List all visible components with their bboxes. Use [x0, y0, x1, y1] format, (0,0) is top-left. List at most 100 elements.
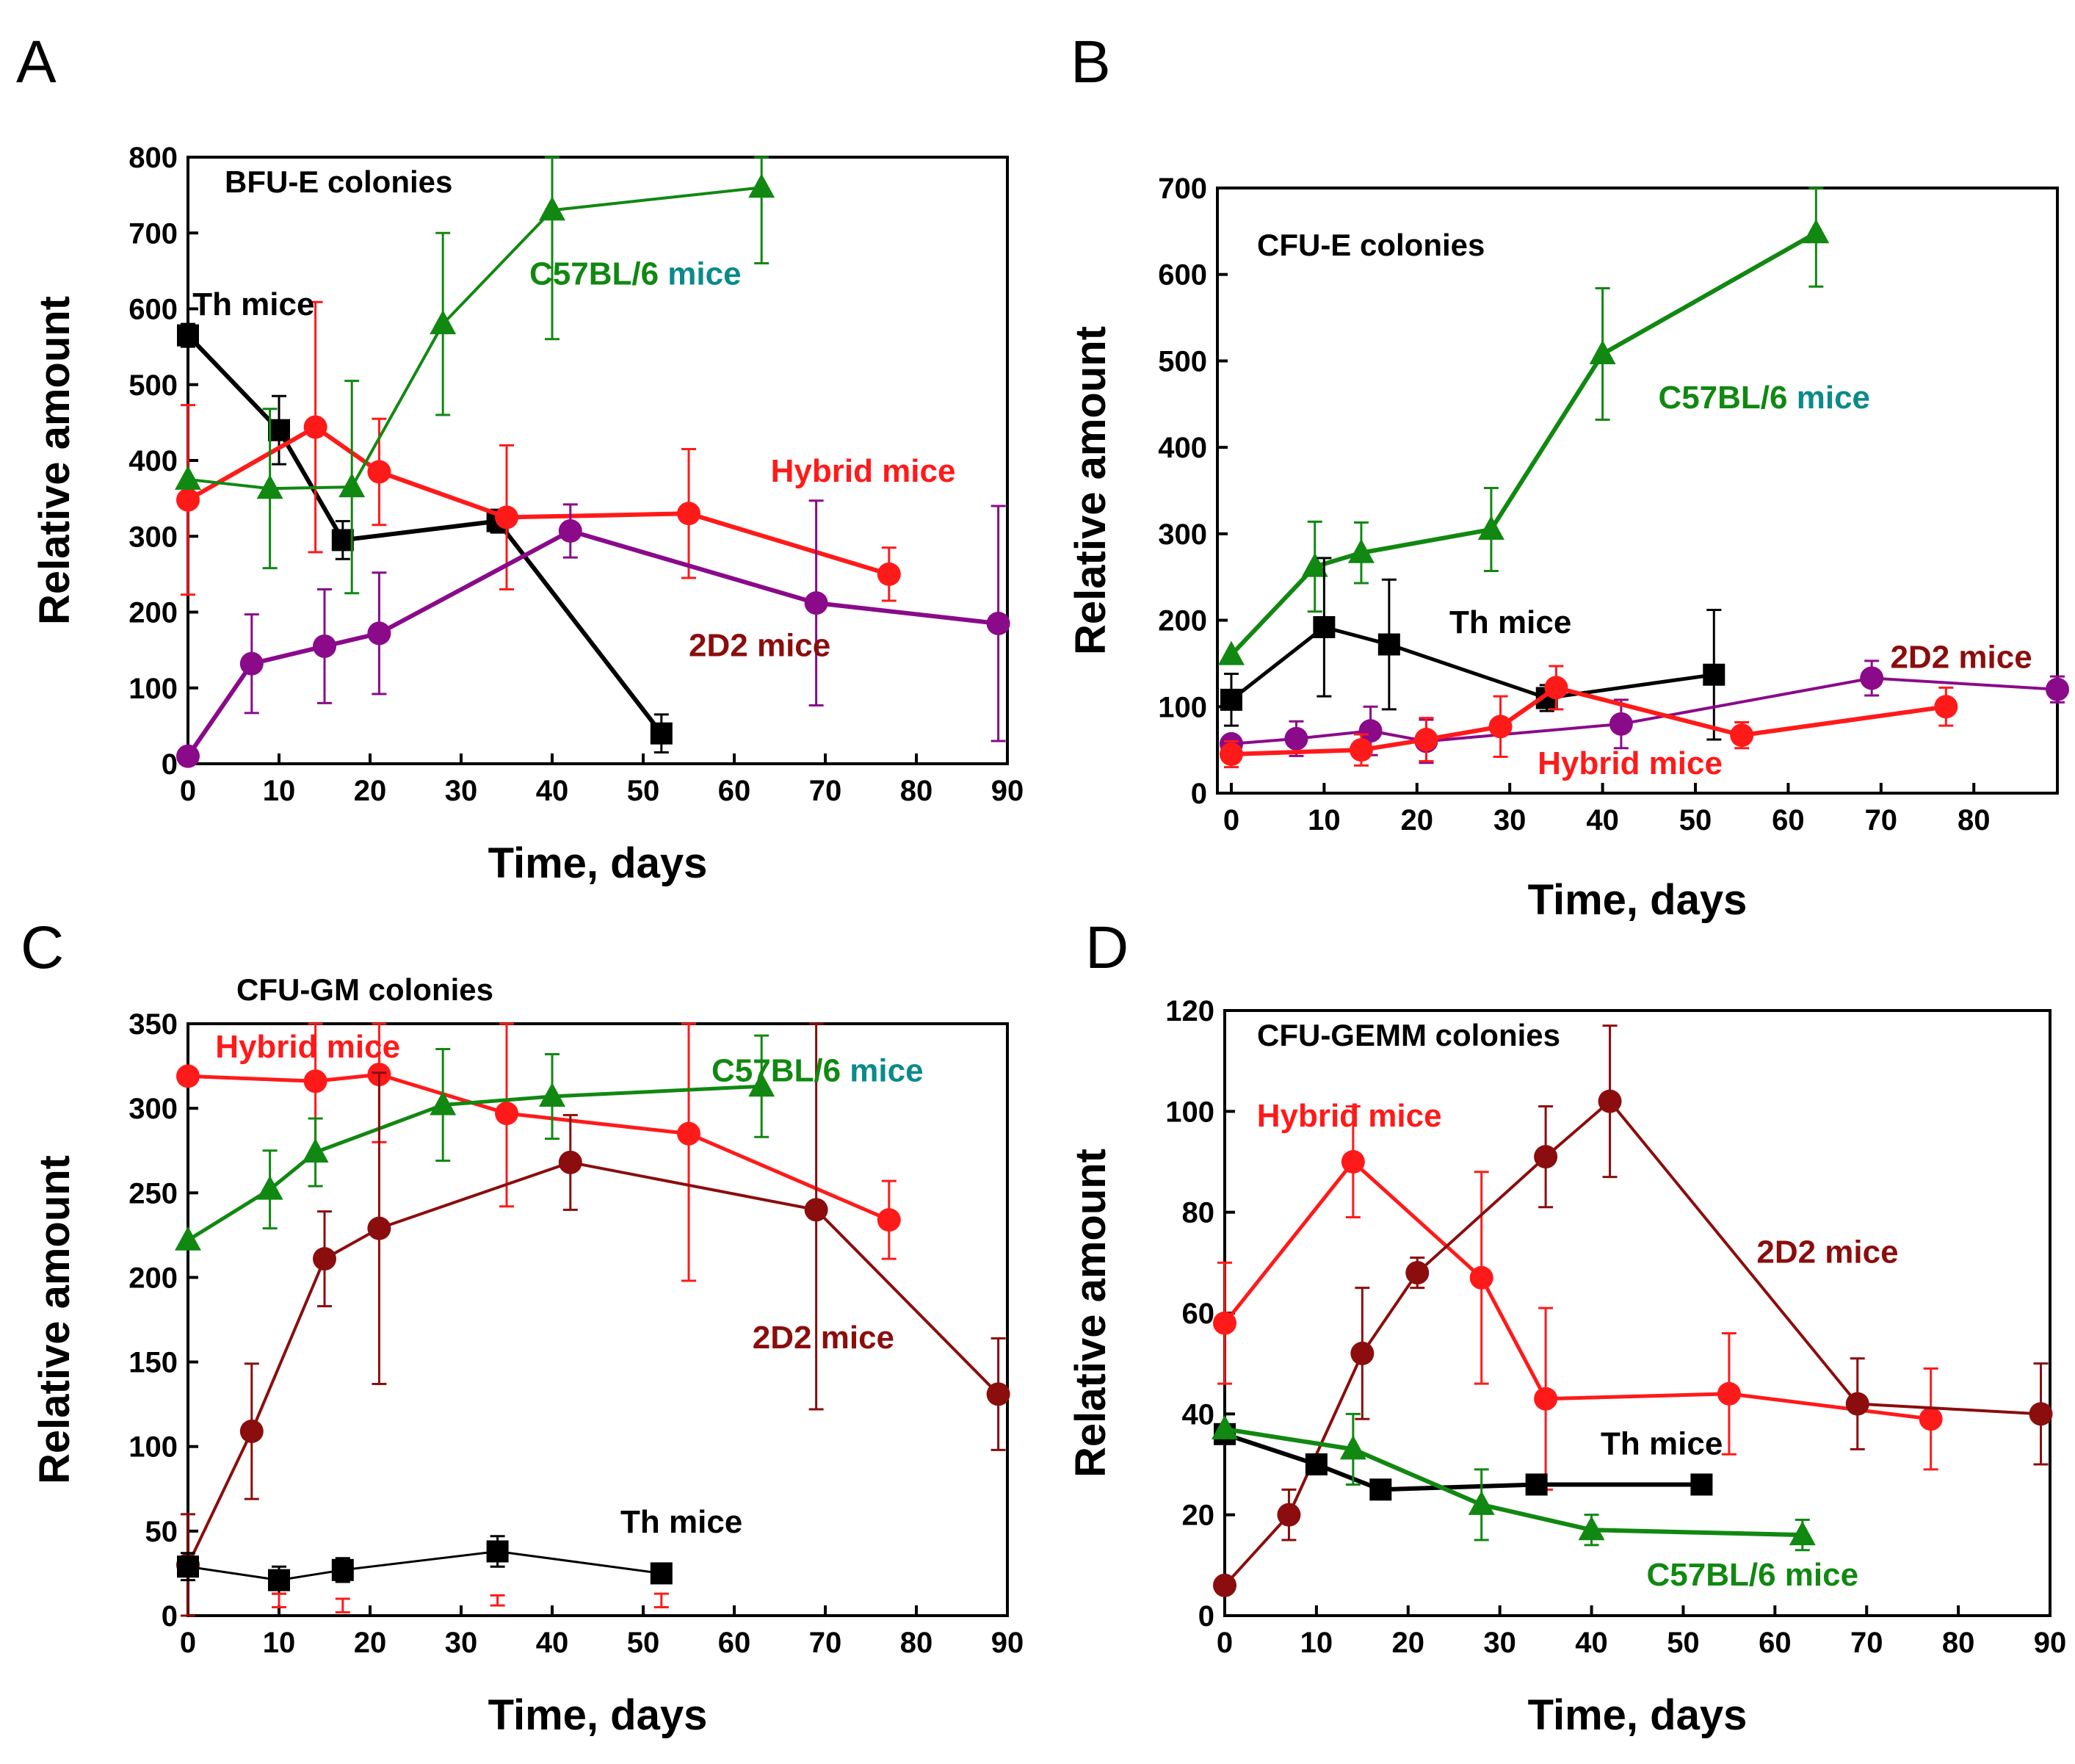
y-tick-label: 40 [1182, 1398, 1215, 1431]
data-point [1468, 1490, 1495, 1515]
data-point [2029, 1402, 2053, 1426]
data-point [430, 310, 457, 335]
data-point [303, 1069, 327, 1094]
series-annotation: Hybrid mice [1257, 1098, 1442, 1134]
x-tick-label: 20 [1392, 1627, 1425, 1659]
panel-d: D 0 10 20 30 40 50 60 70 80 90 0 20 40 60 80 100 120 Time… [1067, 914, 2066, 1739]
x-tick-label: 0 [1223, 804, 1239, 836]
annotation-part: 2D2 mice [689, 627, 830, 663]
series-line [1229, 231, 1817, 657]
data-point [1369, 1478, 1392, 1501]
series-annotation: C57BL/6 mice [711, 1052, 924, 1088]
annotation-part: Th mice [1601, 1425, 1723, 1461]
y-tick-label: 200 [128, 597, 178, 629]
series-2d2-mice [1213, 1024, 2053, 1597]
data-point [1213, 1573, 1236, 1597]
x-tick-label: 20 [1401, 804, 1434, 836]
data-point [495, 505, 518, 529]
x-tick-label: 10 [1300, 1627, 1333, 1659]
series-annotation: 2D2 mice [689, 627, 830, 663]
panel-label-a: A [16, 29, 57, 95]
x-tick-label: 50 [1679, 804, 1712, 836]
data-point [176, 1064, 200, 1088]
y-tick-label: 300 [128, 521, 178, 553]
series-hybrid-mice [176, 300, 901, 602]
y-tick-label: 0 [1191, 778, 1207, 810]
series-line [1223, 1099, 2041, 1587]
data-point [650, 722, 673, 745]
x-tick-label: 10 [1308, 804, 1341, 836]
data-point [303, 415, 327, 439]
data-point [539, 196, 565, 221]
panel-label-c: C [21, 914, 64, 981]
data-point [367, 621, 391, 646]
data-point [986, 1382, 1010, 1406]
data-point [176, 488, 200, 512]
annotation-part: mice [667, 256, 741, 292]
x-tick-label: 20 [354, 775, 387, 807]
y-tick-label: 500 [1158, 345, 1207, 377]
annotation-part: C57BL/6 [711, 1052, 850, 1088]
data-point [1609, 712, 1633, 736]
x-tick-label: 60 [1772, 804, 1805, 836]
data-point [877, 562, 901, 586]
x-tick-label: 50 [1667, 1627, 1700, 1659]
data-point [175, 1226, 201, 1251]
x-tick-label: 80 [1942, 1627, 1975, 1659]
data-point [1845, 1392, 1869, 1416]
data-point [430, 1091, 457, 1116]
data-point [1703, 663, 1725, 686]
annotation-part: mice [850, 1052, 923, 1088]
y-tick-label: 200 [1158, 605, 1207, 637]
series-c57bl-6-mice [1212, 1412, 1816, 1552]
series-hybrid-mice-low- [272, 1592, 669, 1613]
series-c57bl-6-mice [175, 156, 775, 595]
chart-title: CFU-GM colonies [236, 972, 493, 1007]
x-tick-label: 40 [1575, 1627, 1608, 1659]
series-annotation: 2D2 mice [1756, 1234, 1898, 1270]
data-point [176, 744, 200, 768]
data-point [1717, 1381, 1741, 1406]
panel-c: C 0 10 20 30 40 50 60 70 80 90 0 50 100 150 200 250 300 3… [21, 914, 1024, 1739]
series-2d2-mice [176, 499, 1010, 768]
x-tick-label: 0 [1217, 1627, 1233, 1659]
panel-b: B 0 10 20 30 40 50 60 70 80 0 100 200 300 400 500 600 70… [1067, 29, 2069, 924]
data-point [1803, 219, 1830, 244]
y-axis-label: Relative amount [31, 296, 79, 625]
data-point [1598, 1089, 1622, 1113]
data-point [748, 1072, 775, 1097]
data-point [177, 1555, 199, 1578]
x-tick-label: 90 [991, 775, 1024, 807]
x-tick-label: 60 [718, 775, 751, 807]
data-point [1405, 1261, 1430, 1285]
x-tick-label: 20 [354, 1627, 387, 1659]
data-point [1213, 1311, 1236, 1335]
x-axis-label: Time, days [488, 1691, 708, 1739]
x-tick-label: 90 [2034, 1627, 2067, 1659]
x-tick-label: 90 [991, 1627, 1024, 1659]
y-tick-label: 80 [1182, 1197, 1215, 1229]
y-tick-label: 500 [128, 369, 178, 402]
x-tick-label: 70 [1850, 1627, 1883, 1659]
series-hybrid-mice [1219, 665, 1958, 769]
series-line [187, 1084, 762, 1242]
x-tick-label: 50 [627, 1627, 660, 1659]
chart-title: BFU-E colonies [225, 165, 452, 199]
data-point [1578, 1516, 1605, 1541]
series-th-mice [1214, 1423, 1713, 1501]
data-point [1377, 633, 1400, 656]
data-point [1305, 1453, 1328, 1475]
annotation-part: 2D2 mice [1890, 639, 2032, 675]
panel-label-b: B [1071, 29, 1111, 95]
series-annotation: Hybrid mice [215, 1029, 400, 1065]
data-point [1220, 688, 1242, 711]
y-tick-label: 100 [1158, 691, 1207, 723]
data-point [877, 1208, 901, 1232]
series-annotation: Th mice [192, 286, 314, 322]
data-point [650, 1562, 673, 1585]
x-tick-label: 80 [900, 1627, 933, 1659]
data-point [256, 474, 283, 499]
data-point [677, 1121, 700, 1146]
axes-frame-1 [1216, 187, 2059, 795]
annotation-part: Th mice [1449, 604, 1571, 640]
